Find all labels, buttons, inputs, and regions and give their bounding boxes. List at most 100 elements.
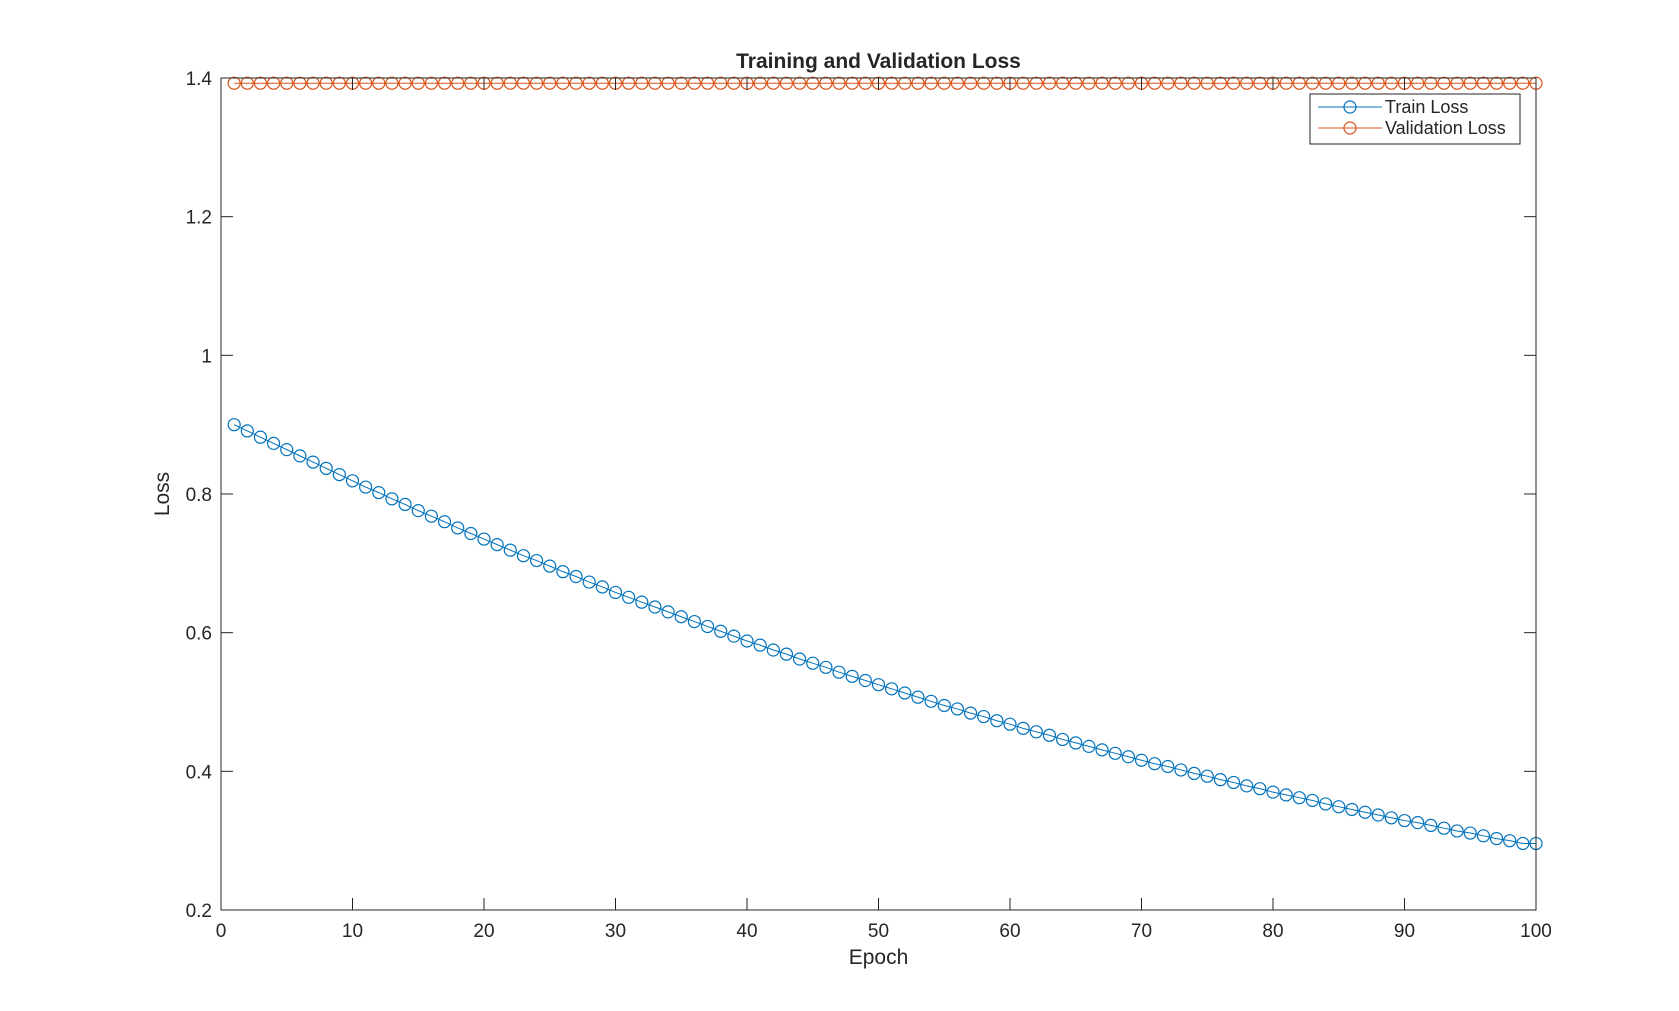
data-point bbox=[1055, 732, 1070, 747]
data-point bbox=[858, 76, 872, 90]
data-point bbox=[227, 76, 241, 90]
data-point bbox=[753, 638, 767, 652]
data-point bbox=[648, 76, 662, 90]
legend-box bbox=[1309, 93, 1521, 145]
legend-label: Validation Loss bbox=[1385, 118, 1506, 138]
data-point bbox=[437, 515, 452, 529]
data-point bbox=[1213, 773, 1228, 787]
data-point bbox=[1411, 816, 1425, 830]
data-point bbox=[1174, 76, 1188, 90]
data-point bbox=[1411, 76, 1425, 90]
data-point bbox=[332, 76, 346, 90]
data-point bbox=[1003, 717, 1017, 731]
data-point bbox=[911, 690, 925, 704]
data-point bbox=[740, 634, 754, 648]
data-point bbox=[1397, 813, 1412, 828]
data-point bbox=[411, 76, 425, 90]
data-point bbox=[1463, 76, 1477, 90]
data-point bbox=[1095, 743, 1109, 757]
y-tick-label: 0.2 bbox=[186, 901, 212, 922]
data-point bbox=[622, 590, 636, 604]
data-point bbox=[977, 709, 991, 724]
data-point bbox=[806, 76, 820, 90]
data-point bbox=[240, 76, 254, 90]
data-point bbox=[398, 76, 412, 90]
data-point bbox=[1424, 76, 1438, 90]
data-point bbox=[1332, 76, 1346, 90]
plot-frame bbox=[220, 77, 1537, 911]
data-point bbox=[398, 497, 412, 511]
data-point bbox=[1200, 769, 1214, 783]
data-point bbox=[451, 521, 465, 535]
data-point bbox=[595, 580, 609, 594]
data-point bbox=[950, 76, 965, 90]
data-point bbox=[779, 76, 794, 90]
data-point bbox=[1371, 76, 1385, 90]
data-point bbox=[1029, 76, 1043, 90]
data-point bbox=[1424, 818, 1438, 833]
y-tick-label: 0.8 bbox=[186, 485, 212, 506]
x-tick-label: 50 bbox=[868, 921, 889, 942]
data-point bbox=[1200, 76, 1214, 90]
y-axis-title: Loss bbox=[151, 472, 174, 516]
data-point bbox=[858, 673, 872, 688]
data-point bbox=[582, 575, 596, 589]
legend-item: Validation Loss bbox=[1318, 118, 1506, 138]
data-point bbox=[687, 76, 702, 90]
x-tick-label: 10 bbox=[342, 921, 363, 942]
data-point bbox=[608, 585, 623, 600]
data-point bbox=[477, 532, 491, 546]
data-point bbox=[1358, 805, 1372, 819]
x-tick-label: 70 bbox=[1131, 921, 1152, 942]
data-point bbox=[1069, 736, 1083, 750]
data-point bbox=[977, 76, 991, 90]
data-point bbox=[1253, 782, 1267, 796]
data-point bbox=[1371, 808, 1385, 822]
data-point bbox=[582, 76, 596, 90]
data-point bbox=[792, 76, 807, 90]
data-point bbox=[753, 76, 767, 90]
data-point bbox=[779, 647, 794, 661]
data-point bbox=[306, 76, 320, 90]
data-point bbox=[622, 76, 636, 90]
data-point bbox=[1029, 725, 1043, 739]
data-point bbox=[661, 76, 675, 90]
data-point bbox=[359, 480, 373, 494]
data-point bbox=[1055, 76, 1070, 90]
data-point bbox=[648, 600, 662, 614]
data-point bbox=[1108, 76, 1122, 90]
data-point bbox=[1226, 775, 1241, 790]
data-point bbox=[727, 76, 741, 90]
data-point bbox=[372, 486, 386, 500]
data-point bbox=[1489, 831, 1504, 846]
data-point bbox=[1042, 728, 1057, 742]
data-point bbox=[280, 443, 294, 457]
data-point bbox=[1345, 802, 1359, 817]
data-point bbox=[1016, 76, 1030, 90]
data-point bbox=[1345, 76, 1359, 90]
data-point bbox=[1332, 800, 1346, 814]
data-point bbox=[1279, 76, 1293, 90]
data-point bbox=[464, 76, 478, 90]
data-point bbox=[727, 629, 741, 643]
data-point bbox=[1174, 763, 1188, 777]
plot-area bbox=[221, 78, 1536, 910]
data-point bbox=[543, 559, 557, 573]
data-point bbox=[963, 706, 978, 720]
data-point bbox=[1240, 779, 1254, 793]
data-point bbox=[700, 619, 715, 634]
data-point bbox=[1213, 76, 1228, 90]
data-point bbox=[556, 565, 570, 579]
data-point bbox=[687, 614, 702, 629]
data-point bbox=[1503, 834, 1517, 848]
data-point bbox=[950, 702, 965, 716]
series-train-loss bbox=[227, 418, 1543, 851]
data-point bbox=[937, 698, 951, 713]
data-point bbox=[1384, 811, 1398, 825]
data-point bbox=[1121, 76, 1135, 90]
data-point bbox=[1187, 76, 1201, 90]
data-point bbox=[529, 553, 544, 568]
ticks-layer: 0 10 20 30 40 50 60 70 80 90 100 0.2 0.4 0.6 0.8 1 1.2 1.… bbox=[186, 69, 1552, 942]
x-tick-label: 20 bbox=[473, 921, 494, 942]
